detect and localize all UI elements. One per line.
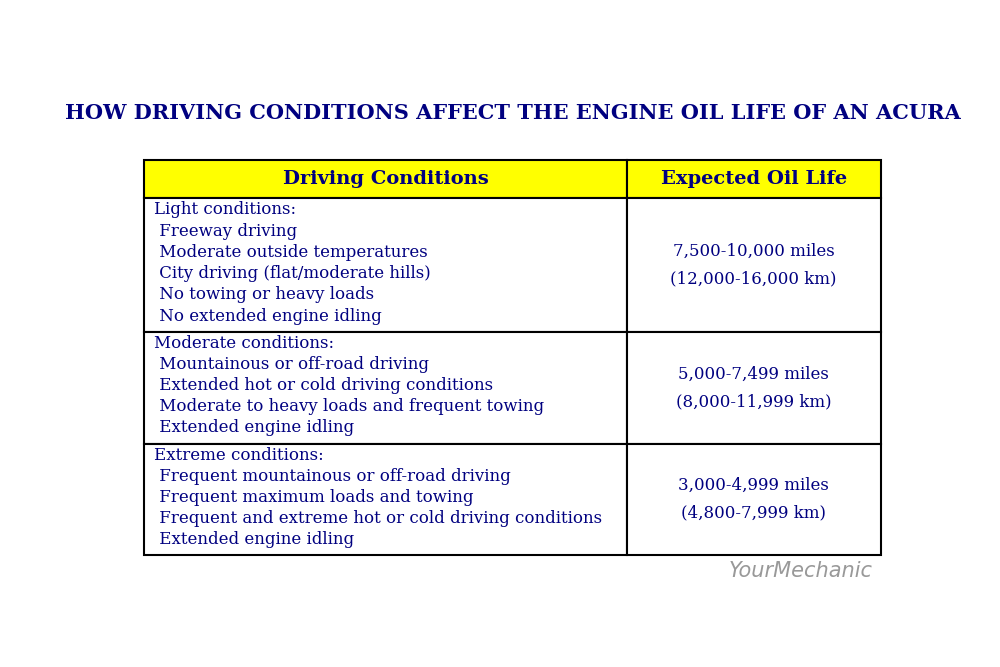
Text: Light conditions:: Light conditions: — [154, 201, 296, 218]
Text: Extended engine idling: Extended engine idling — [154, 420, 354, 436]
Bar — [144, 332, 627, 444]
Text: No towing or heavy loads: No towing or heavy loads — [154, 286, 374, 303]
Bar — [144, 444, 627, 555]
Text: YourMechanic: YourMechanic — [729, 561, 873, 581]
Text: Freeway driving: Freeway driving — [154, 223, 297, 239]
Text: Moderate to heavy loads and frequent towing: Moderate to heavy loads and frequent tow… — [154, 398, 544, 416]
Bar — [627, 198, 881, 332]
Text: Mountainous or off-road driving: Mountainous or off-road driving — [154, 356, 429, 373]
Text: Driving Conditions: Driving Conditions — [283, 170, 488, 188]
Text: Frequent maximum loads and towing: Frequent maximum loads and towing — [154, 489, 473, 506]
Text: Extreme conditions:: Extreme conditions: — [154, 447, 323, 464]
Text: Frequent mountainous or off-road driving: Frequent mountainous or off-road driving — [154, 468, 510, 485]
Bar — [627, 444, 881, 555]
Bar — [144, 198, 627, 332]
Text: Expected Oil Life: Expected Oil Life — [661, 170, 847, 188]
Text: 7,500-10,000 miles
(12,000-16,000 km): 7,500-10,000 miles (12,000-16,000 km) — [670, 243, 837, 287]
Bar — [627, 332, 881, 444]
Text: HOW DRIVING CONDITIONS AFFECT THE ENGINE OIL LIFE OF AN ACURA: HOW DRIVING CONDITIONS AFFECT THE ENGINE… — [65, 103, 960, 123]
Text: Extended hot or cold driving conditions: Extended hot or cold driving conditions — [154, 377, 493, 394]
Text: 5,000-7,499 miles
(8,000-11,999 km): 5,000-7,499 miles (8,000-11,999 km) — [676, 366, 831, 410]
Text: 3,000-4,999 miles
(4,800-7,999 km): 3,000-4,999 miles (4,800-7,999 km) — [678, 477, 829, 522]
Text: Moderate outside temperatures: Moderate outside temperatures — [154, 244, 427, 261]
Bar — [144, 159, 627, 198]
Text: Extended engine idling: Extended engine idling — [154, 531, 354, 548]
Bar — [627, 159, 881, 198]
Text: Frequent and extreme hot or cold driving conditions: Frequent and extreme hot or cold driving… — [154, 510, 602, 527]
Text: No extended engine idling: No extended engine idling — [154, 307, 381, 325]
Text: City driving (flat/moderate hills): City driving (flat/moderate hills) — [154, 265, 430, 282]
Text: Moderate conditions:: Moderate conditions: — [154, 335, 334, 352]
